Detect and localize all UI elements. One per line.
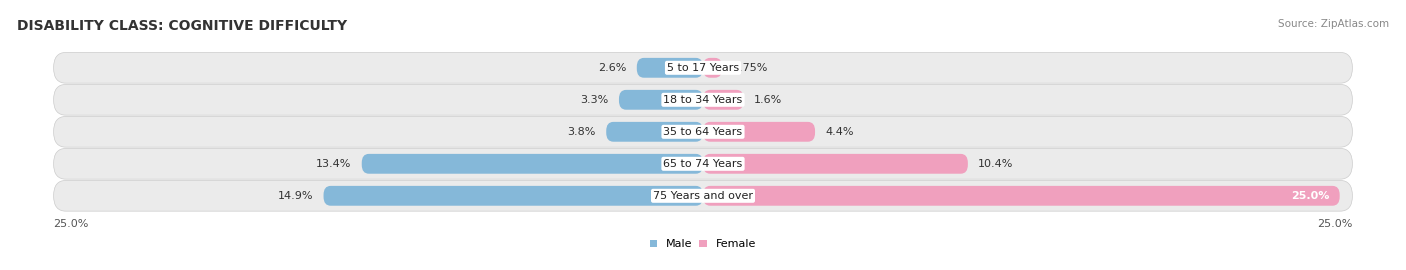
Text: 10.4%: 10.4%	[979, 159, 1014, 169]
Text: Source: ZipAtlas.com: Source: ZipAtlas.com	[1278, 19, 1389, 29]
FancyBboxPatch shape	[53, 180, 1353, 211]
Legend: Male, Female: Male, Female	[645, 235, 761, 254]
Text: 2.6%: 2.6%	[598, 63, 627, 73]
FancyBboxPatch shape	[53, 52, 1353, 83]
FancyBboxPatch shape	[53, 148, 1353, 179]
Text: 5 to 17 Years: 5 to 17 Years	[666, 63, 740, 73]
Text: 14.9%: 14.9%	[278, 191, 314, 201]
Text: 4.4%: 4.4%	[825, 127, 853, 137]
FancyBboxPatch shape	[323, 186, 703, 206]
FancyBboxPatch shape	[637, 58, 703, 78]
FancyBboxPatch shape	[703, 90, 744, 110]
FancyBboxPatch shape	[703, 58, 723, 78]
FancyBboxPatch shape	[703, 154, 967, 174]
FancyBboxPatch shape	[53, 116, 1353, 147]
Text: DISABILITY CLASS: COGNITIVE DIFFICULTY: DISABILITY CLASS: COGNITIVE DIFFICULTY	[17, 19, 347, 33]
FancyBboxPatch shape	[703, 186, 1340, 206]
Text: 65 to 74 Years: 65 to 74 Years	[664, 159, 742, 169]
FancyBboxPatch shape	[361, 154, 703, 174]
Text: 3.8%: 3.8%	[568, 127, 596, 137]
Text: 25.0%: 25.0%	[53, 219, 89, 229]
FancyBboxPatch shape	[703, 122, 815, 142]
Text: 25.0%: 25.0%	[1291, 191, 1330, 201]
Text: 75 Years and over: 75 Years and over	[652, 191, 754, 201]
Text: 25.0%: 25.0%	[1317, 219, 1353, 229]
Text: 35 to 64 Years: 35 to 64 Years	[664, 127, 742, 137]
Text: 0.75%: 0.75%	[733, 63, 768, 73]
FancyBboxPatch shape	[619, 90, 703, 110]
Text: 1.6%: 1.6%	[754, 95, 782, 105]
Text: 18 to 34 Years: 18 to 34 Years	[664, 95, 742, 105]
FancyBboxPatch shape	[606, 122, 703, 142]
Text: 3.3%: 3.3%	[581, 95, 609, 105]
FancyBboxPatch shape	[53, 85, 1353, 115]
Text: 13.4%: 13.4%	[316, 159, 352, 169]
